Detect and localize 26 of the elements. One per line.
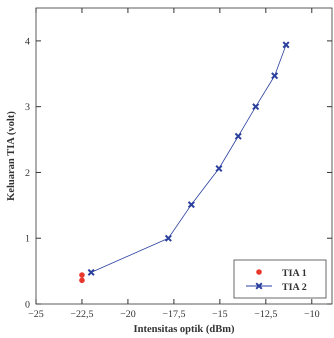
point <box>234 132 242 140</box>
point <box>188 200 196 208</box>
x-tick-label: −25 <box>28 309 44 320</box>
point <box>215 164 223 172</box>
y-tick-label: 0 <box>25 300 30 310</box>
point <box>164 234 172 242</box>
x-tick-label: −22,5 <box>70 309 94 320</box>
x-tick-label: −17,5 <box>162 309 186 320</box>
x-tick-label: −15 <box>212 309 228 320</box>
y-tick-label: 4 <box>25 36 30 48</box>
x-axis-title: Intensitas optik (dBm) <box>134 324 235 335</box>
x-tick-label: −10 <box>304 309 320 320</box>
point <box>252 102 260 110</box>
x-tick-label: −20 <box>120 309 136 320</box>
point <box>87 268 95 276</box>
y-tick-label: 1 <box>25 234 30 245</box>
point <box>79 272 85 278</box>
y-axis-title: Keluaran TIA (volt) <box>6 110 17 201</box>
legend-label: TIA 2 <box>282 282 307 293</box>
point <box>79 278 85 284</box>
point <box>282 41 290 49</box>
y-tick-label: 3 <box>25 102 30 114</box>
point <box>270 72 278 80</box>
legend-label: TIA 1 <box>282 268 307 279</box>
y-tick-label: 2 <box>25 168 30 179</box>
x-tick-label: −12,5 <box>254 309 278 320</box>
